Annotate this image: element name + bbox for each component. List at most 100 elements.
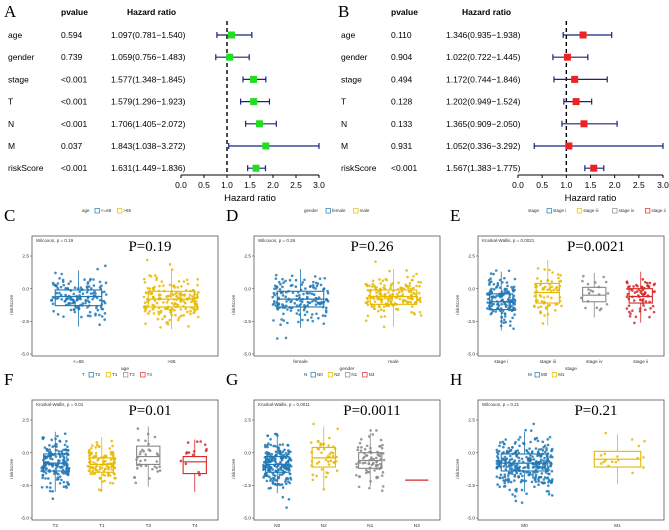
x-tick-label: <=65 bbox=[73, 359, 84, 365]
data-point bbox=[641, 299, 645, 303]
data-point bbox=[281, 450, 285, 453]
data-point bbox=[191, 306, 195, 310]
legend-swatch bbox=[362, 372, 368, 378]
data-point bbox=[358, 441, 362, 445]
x-tick-label: stage iv bbox=[586, 359, 603, 365]
data-point bbox=[287, 497, 291, 501]
y-tick-label: -5.0 bbox=[21, 352, 30, 358]
data-point bbox=[410, 296, 413, 300]
data-point bbox=[46, 454, 50, 458]
data-point bbox=[143, 301, 147, 305]
data-point bbox=[555, 289, 559, 292]
data-point bbox=[504, 458, 507, 461]
p-value-annotation: P=0.19 bbox=[128, 239, 171, 255]
data-point bbox=[165, 301, 169, 304]
panel-letter: B bbox=[338, 2, 349, 21]
data-point bbox=[361, 461, 365, 465]
legend-label: N0 bbox=[317, 372, 323, 377]
data-point bbox=[322, 322, 326, 325]
data-point bbox=[310, 316, 313, 319]
data-point bbox=[163, 314, 166, 318]
data-point bbox=[103, 318, 107, 321]
y-tick-label: 0.0 bbox=[22, 286, 29, 292]
data-point bbox=[58, 475, 62, 478]
data-point bbox=[594, 281, 597, 284]
data-point bbox=[177, 316, 181, 319]
data-point bbox=[526, 465, 530, 468]
data-point bbox=[547, 484, 550, 487]
data-point bbox=[298, 294, 301, 297]
data-point bbox=[378, 454, 382, 458]
data-point bbox=[407, 290, 411, 293]
data-point bbox=[163, 307, 167, 311]
box-iqr bbox=[54, 289, 103, 307]
data-point bbox=[492, 295, 495, 298]
data-point bbox=[401, 298, 405, 302]
data-point bbox=[177, 280, 181, 283]
data-point bbox=[271, 303, 275, 306]
data-point bbox=[511, 493, 514, 496]
data-point bbox=[60, 298, 63, 301]
data-point bbox=[271, 481, 275, 485]
data-point bbox=[381, 279, 385, 283]
y-tick-label: 0.0 bbox=[244, 450, 251, 456]
data-point bbox=[144, 322, 147, 325]
data-point bbox=[44, 477, 47, 480]
data-point bbox=[381, 485, 385, 488]
data-point bbox=[628, 310, 631, 314]
data-point bbox=[142, 295, 146, 299]
data-point bbox=[524, 428, 527, 432]
data-point bbox=[298, 296, 301, 300]
data-point bbox=[625, 295, 629, 299]
x-tick-label: 2.0 bbox=[609, 180, 621, 190]
data-point bbox=[531, 476, 535, 479]
data-point bbox=[153, 435, 157, 439]
data-point bbox=[584, 306, 587, 310]
x-axis-label: Hazard ratio bbox=[224, 193, 276, 204]
data-point bbox=[113, 457, 117, 461]
data-point bbox=[548, 286, 552, 289]
x-tick-label: T3 bbox=[145, 523, 151, 529]
pvalue-header: pvalue bbox=[61, 7, 88, 17]
data-point bbox=[488, 281, 491, 285]
data-point bbox=[380, 446, 384, 450]
data-point bbox=[504, 320, 507, 324]
hazard-ratio-point bbox=[565, 142, 573, 150]
x-tick-label: 1.5 bbox=[244, 180, 256, 190]
data-point bbox=[406, 275, 409, 279]
data-point bbox=[372, 457, 375, 461]
p-value-annotation: P=0.26 bbox=[350, 239, 394, 255]
data-point bbox=[66, 286, 70, 290]
data-point bbox=[513, 473, 517, 477]
data-point bbox=[529, 429, 533, 432]
data-point bbox=[100, 466, 104, 470]
data-point bbox=[104, 293, 108, 296]
data-point bbox=[151, 467, 154, 471]
plot-frame bbox=[31, 399, 219, 521]
data-point bbox=[142, 277, 146, 281]
data-point bbox=[544, 306, 548, 309]
data-point bbox=[648, 315, 651, 319]
data-point bbox=[509, 324, 512, 327]
data-point bbox=[75, 298, 79, 302]
x-tick-label: 0.5 bbox=[536, 180, 548, 190]
data-point bbox=[187, 325, 190, 328]
data-point bbox=[158, 284, 161, 288]
data-point bbox=[486, 307, 489, 310]
data-point bbox=[302, 308, 306, 312]
row-pvalue: 0.494 bbox=[391, 74, 413, 84]
data-point bbox=[171, 293, 175, 297]
data-point bbox=[49, 481, 52, 485]
data-point bbox=[185, 278, 189, 282]
data-point bbox=[196, 277, 200, 281]
data-point bbox=[382, 286, 385, 289]
data-point bbox=[198, 473, 201, 477]
data-point bbox=[520, 457, 524, 461]
data-point bbox=[156, 317, 160, 321]
legend-label: T4 bbox=[147, 372, 153, 377]
hazard-ratio-point bbox=[572, 98, 580, 106]
data-point bbox=[409, 301, 413, 304]
plot-frame bbox=[477, 399, 665, 521]
